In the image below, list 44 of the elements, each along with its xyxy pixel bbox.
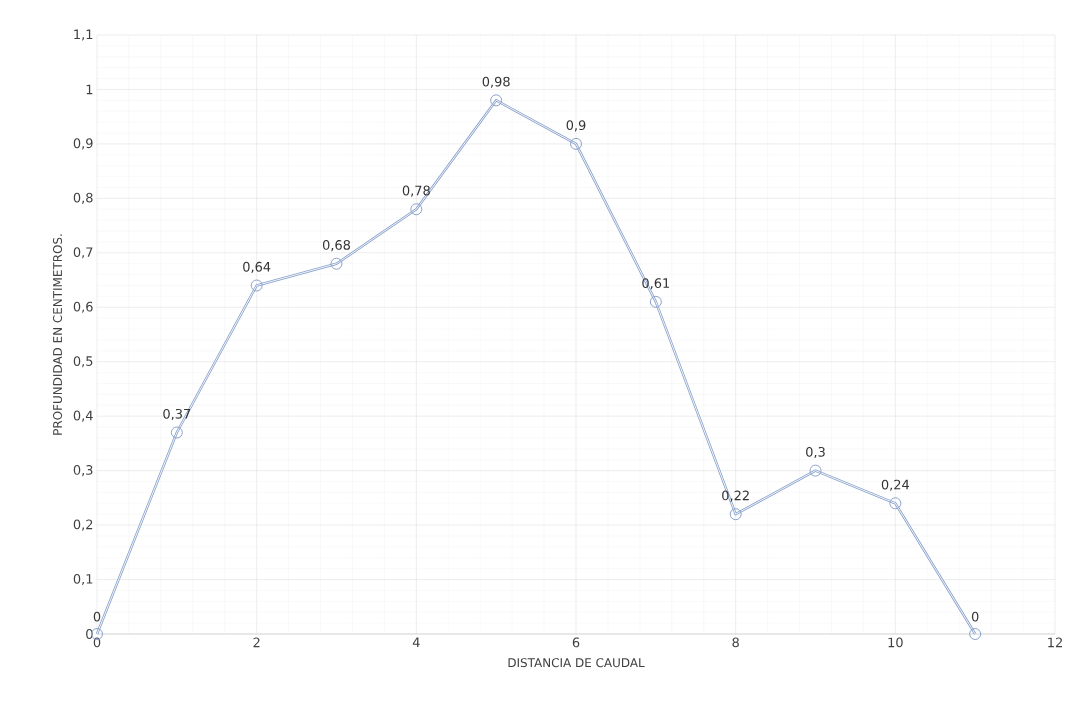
point — [490, 94, 503, 107]
x-tick-label: 10 — [888, 637, 903, 648]
point — [889, 497, 902, 510]
y-tick-label: 0,8 — [73, 192, 93, 204]
x-tick-label: 8 — [732, 637, 739, 648]
data-label: 0,64 — [243, 261, 271, 273]
y-tick-label: 0,6 — [73, 301, 93, 313]
data-label: 0,68 — [322, 240, 351, 252]
data-label: 0 — [971, 611, 979, 622]
y-tick-label: 1,1 — [74, 29, 93, 41]
y-tick-label: 0,1 — [73, 573, 93, 586]
x-tick-label: 6 — [572, 637, 580, 648]
point — [250, 279, 263, 292]
y-tick-label: 0,2 — [73, 519, 93, 531]
point — [330, 257, 343, 270]
point — [809, 464, 822, 477]
y-tick-label: 0,7 — [73, 247, 93, 259]
point — [969, 628, 982, 640]
x-tick-label: 12 — [1048, 637, 1062, 648]
data-label: 0,37 — [163, 408, 191, 420]
y-tick-label: 0,3 — [73, 465, 93, 477]
y-tick-label: 0 — [86, 629, 93, 639]
point — [410, 203, 423, 216]
y-tick-label: 0,9 — [73, 138, 93, 150]
data-label: 0,24 — [881, 479, 910, 491]
x-tick-label: 4 — [412, 637, 420, 647]
point — [729, 508, 742, 521]
data-label: 0,78 — [402, 185, 430, 197]
data-label: 0,98 — [482, 76, 510, 88]
y-tick-label: 0,4 — [73, 410, 93, 422]
data-label: 0,61 — [642, 278, 670, 290]
data-label: 0 — [93, 611, 101, 622]
data-label: 0,22 — [722, 490, 749, 502]
y-tick-label: 1 — [86, 84, 93, 95]
point — [170, 426, 183, 439]
point — [649, 295, 662, 308]
y-axis-title: PROFUNDIDAD EN CENTIMETROS. — [53, 234, 63, 435]
y-tick-label: 0,5 — [73, 356, 93, 368]
x-axis-title: DISTANCIA DE CAUDAL — [508, 658, 645, 668]
data-label: 0,3 — [806, 447, 825, 459]
x-tick-label: 0 — [93, 637, 101, 648]
point — [570, 137, 583, 150]
data-label: 0,9 — [566, 120, 586, 132]
x-tick-label: 2 — [253, 637, 260, 648]
